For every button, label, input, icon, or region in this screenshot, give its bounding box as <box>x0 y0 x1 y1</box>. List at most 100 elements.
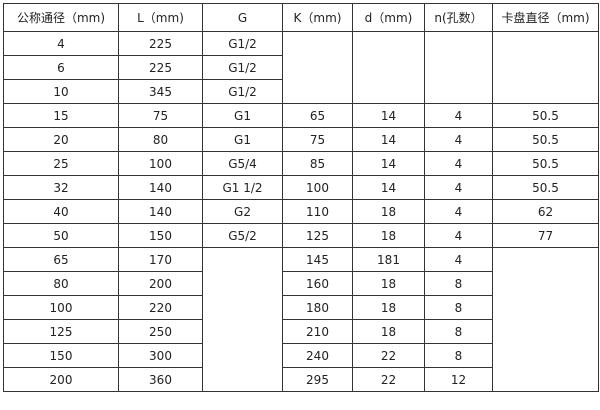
table-cell: 14 <box>352 175 425 200</box>
table-row: 32 140 G1 1/2 100 14 4 50.5 <box>3 175 599 200</box>
table-cell: 14 <box>352 103 425 128</box>
table-cell: G1/2 <box>202 55 283 80</box>
table-cell: 6 <box>3 55 119 80</box>
table-cell: 4 <box>424 223 493 248</box>
table-cell: 110 <box>282 199 353 224</box>
table-cell: 360 <box>118 367 203 392</box>
table-cell: 180 <box>282 295 353 320</box>
table-cell: 8 <box>424 271 493 296</box>
table-row: 6 225 G1/2 <box>3 55 599 80</box>
table-cell: 210 <box>282 319 353 344</box>
table-row: 150 300 240 22 8 <box>3 343 599 368</box>
table-cell: 15 <box>3 103 119 128</box>
table-cell: 20 <box>3 127 119 152</box>
table-cell: G1 <box>202 127 283 152</box>
table-cell: 32 <box>3 175 119 200</box>
table-cell: G1/2 <box>202 31 283 56</box>
table-cell: 50.5 <box>492 127 599 152</box>
column-header: G <box>202 3 283 32</box>
table-cell: G1 <box>202 103 283 128</box>
table-cell: 18 <box>352 199 425 224</box>
table-row: 125 250 210 18 8 <box>3 319 599 344</box>
table-row: 25 100 G5/4 85 14 4 50.5 <box>3 151 599 176</box>
table-cell: 345 <box>118 79 203 104</box>
table-cell: 240 <box>282 343 353 368</box>
table-cell: 18 <box>352 295 425 320</box>
table-cell: G5/4 <box>202 151 283 176</box>
table-row: 50 150 G5/2 125 18 4 77 <box>3 223 599 248</box>
table-cell: 4 <box>424 175 493 200</box>
table-cell: 25 <box>3 151 119 176</box>
table-cell: 62 <box>492 199 599 224</box>
table-cell: 4 <box>424 127 493 152</box>
table-cell: 75 <box>118 103 203 128</box>
table-cell <box>492 31 599 104</box>
table-cell: 18 <box>352 271 425 296</box>
table-cell <box>492 247 599 392</box>
table-cell: 200 <box>118 271 203 296</box>
table-cell: 8 <box>424 343 493 368</box>
table-cell: 22 <box>352 367 425 392</box>
table-cell: 10 <box>3 79 119 104</box>
table-cell: 50.5 <box>492 151 599 176</box>
column-header: 卡盘直径（mm) <box>492 3 599 32</box>
table-row: 4 225 G1/2 <box>3 31 599 104</box>
table-cell: 65 <box>282 103 353 128</box>
table-cell: 14 <box>352 151 425 176</box>
table-cell: 8 <box>424 295 493 320</box>
table-cell: 150 <box>118 223 203 248</box>
table-cell: 250 <box>118 319 203 344</box>
table-cell: 4 <box>424 247 493 272</box>
table-cell: 140 <box>118 199 203 224</box>
table-cell: 200 <box>3 367 119 392</box>
table-cell: 18 <box>352 319 425 344</box>
table-cell: G1 1/2 <box>202 175 283 200</box>
table-row: 65 170 145 181 4 <box>3 247 599 392</box>
table-cell: 85 <box>282 151 353 176</box>
table-cell: 65 <box>3 247 119 272</box>
table-cell: 225 <box>118 31 203 56</box>
table-cell <box>282 31 353 104</box>
table-cell: 300 <box>118 343 203 368</box>
table-cell: G2 <box>202 199 283 224</box>
table-cell: 160 <box>282 271 353 296</box>
table-cell: 150 <box>3 343 119 368</box>
table-cell: 125 <box>282 223 353 248</box>
table-cell: 125 <box>3 319 119 344</box>
table-cell: 170 <box>118 247 203 272</box>
table-cell: 100 <box>3 295 119 320</box>
table-cell: 22 <box>352 343 425 368</box>
table-cell: 181 <box>352 247 425 272</box>
table-cell: 4 <box>424 103 493 128</box>
table-cell: 12 <box>424 367 493 392</box>
column-header: K（mm) <box>282 3 353 32</box>
column-header: L（mm) <box>118 3 203 32</box>
table-cell: 4 <box>424 199 493 224</box>
table-cell: 80 <box>3 271 119 296</box>
table-cell <box>352 31 425 104</box>
table-cell: 50.5 <box>492 175 599 200</box>
column-header: 公称通径（mm) <box>3 3 119 32</box>
table-cell: G1/2 <box>202 79 283 104</box>
table-cell: 14 <box>352 127 425 152</box>
table-cell: 80 <box>118 127 203 152</box>
table-cell: 100 <box>282 175 353 200</box>
table-cell: 220 <box>118 295 203 320</box>
table-row: 80 200 160 18 8 <box>3 271 599 296</box>
table-cell: 140 <box>118 175 203 200</box>
column-header: n(孔数） <box>424 3 493 32</box>
table-cell: 4 <box>424 151 493 176</box>
table-cell: 18 <box>352 223 425 248</box>
table-row: 200 360 295 22 12 <box>3 367 599 392</box>
header-row: 公称通径（mm) L（mm) G K（mm) d（mm) n(孔数） 卡盘直径（mm) <box>3 3 599 32</box>
table-row: 40 140 G2 110 18 4 62 <box>3 199 599 224</box>
table-cell: 50.5 <box>492 103 599 128</box>
table-cell: 8 <box>424 319 493 344</box>
table-cell: 75 <box>282 127 353 152</box>
table-cell: G5/2 <box>202 223 283 248</box>
table-cell <box>202 247 283 392</box>
table-row: 15 75 G1 65 14 4 50.5 <box>3 103 599 128</box>
table-cell <box>424 31 493 104</box>
column-header: d（mm) <box>352 3 425 32</box>
